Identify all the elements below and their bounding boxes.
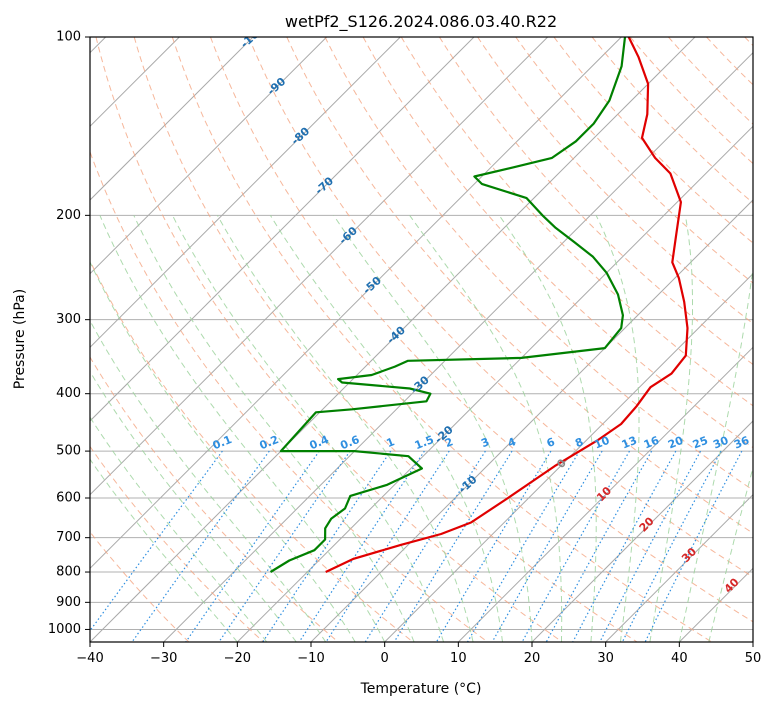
isotherm-line [531,420,753,642]
y-tick-label: 200 [56,208,81,223]
dry-adiabat-line [400,37,753,407]
dry-adiabat-line [591,37,753,204]
moist-adiabat-line [172,215,445,642]
mixing-ratio-line [621,450,722,642]
moist-adiabat-line [133,215,415,642]
x-tick-label: 0 [381,651,389,666]
mixing-ratio-line [545,450,653,642]
isotherm-line [457,346,753,642]
dry-adiabat-line [90,356,339,642]
mixing-ratio-label: 10 [592,434,611,452]
mixing-ratio-label: 2 [443,435,455,450]
y-tick-label: 800 [56,565,81,580]
dry-adiabat-line [324,37,753,491]
mixing-ratio-label: 20 [666,434,685,452]
moist-adiabat-line [90,370,297,642]
temperature-profile-line [325,37,689,573]
y-tick-label: 600 [56,491,81,506]
plot-area: -100-90-80-70-60-50-40-30-20-10010203040… [90,37,753,642]
y-tick-label: 100 [56,30,81,45]
isotherm-line [90,37,622,570]
isotherm-line [236,125,753,642]
mixing-ratio-label: 3 [479,435,491,450]
moist-adiabat-line [409,215,563,642]
isotherm-line [90,37,549,496]
x-tick-label: 40 [671,651,688,666]
isotherm-line [605,493,753,642]
dry-adiabat-line [286,37,753,534]
mixing-ratio-line [491,450,603,642]
dry-adiabat-line [553,37,753,244]
x-tick-label: −10 [297,651,324,666]
y-tick-label: 1000 [48,622,81,637]
x-tick-label: 50 [745,651,762,666]
dry-adiabat-line [95,37,563,642]
isotherm-line [90,37,696,642]
moist-adiabat-line [498,215,597,642]
mixing-ratio-line [521,450,631,642]
mixing-ratio-line [298,450,425,642]
y-tick-label: 700 [56,530,81,545]
x-tick-label: −20 [224,651,251,666]
moist-adiabat-line [649,215,693,642]
y-tick-label: 900 [56,595,81,610]
y-tick-label: 400 [56,386,81,401]
axes: −40 −30 −20 −10 0 10 20 30 40 50 100 200 300 400 500 60… [48,30,761,667]
moist-adiabat-line [333,215,533,642]
moist-adiabat-line [90,458,238,642]
y-tick-label: 500 [56,444,81,459]
chart-title: wetPf2_S126.2024.086.03.40.R22 [285,12,557,32]
dry-adiabat-line [438,37,753,366]
moist-adiabat-line [595,215,640,642]
dry-adiabat-line [171,37,712,642]
dry-adiabat-line [90,259,414,642]
dry-adiabat-line [210,37,753,623]
mixing-ratio-label: 1 [385,435,397,450]
mixing-ratio-line [599,450,702,642]
mixing-ratio-label: 16 [642,434,661,452]
isotherm-line [90,37,328,275]
x-tick-label: 20 [524,651,541,666]
mixing-ratio-line [644,450,743,642]
mixing-ratio-line [90,450,223,632]
x-tick-label: 10 [450,651,467,666]
dry-adiabat-line [133,37,638,642]
x-tick-label: −30 [150,651,177,666]
mixing-ratio-label: 13 [620,434,639,452]
moist-adiabat-line [99,215,386,642]
moist-adiabat-line [90,260,356,642]
mixing-ratio-label: 36 [732,434,751,452]
y-axis-title: Pressure (hPa) [12,289,28,389]
isotherm-line [90,37,254,201]
x-tick-label: −40 [76,651,103,666]
moist-adiabat-line [90,319,327,642]
dewpoint-profile-line [269,37,627,573]
moist-adiabat-line [216,215,474,642]
mixing-ratio-label: 8 [573,435,585,450]
moist-adiabat-line [269,215,503,642]
mixing-ratio-line [185,450,320,642]
moist-adiabat-line [678,264,753,642]
mixing-ratio-line [572,450,677,642]
dry-adiabat-line [90,445,264,642]
isotherm-line [163,51,753,642]
dry-adiabat-line [362,37,753,449]
mixing-ratio-line [262,450,392,642]
x-tick-label: 30 [597,651,614,666]
plot-frame [89,36,754,643]
mixing-ratio-label: 30 [711,434,730,452]
x-axis-title: Temperature (°C) [360,681,482,697]
moist-adiabat-line [90,416,268,642]
mixing-ratio-line [393,450,513,642]
isotherm-line [90,37,475,422]
y-tick-label: 300 [56,312,81,327]
isotherm-line [90,37,401,349]
dry-adiabat-line [248,37,753,578]
mixing-ratio-label: 25 [691,434,710,452]
mixing-ratio-line [218,450,351,642]
